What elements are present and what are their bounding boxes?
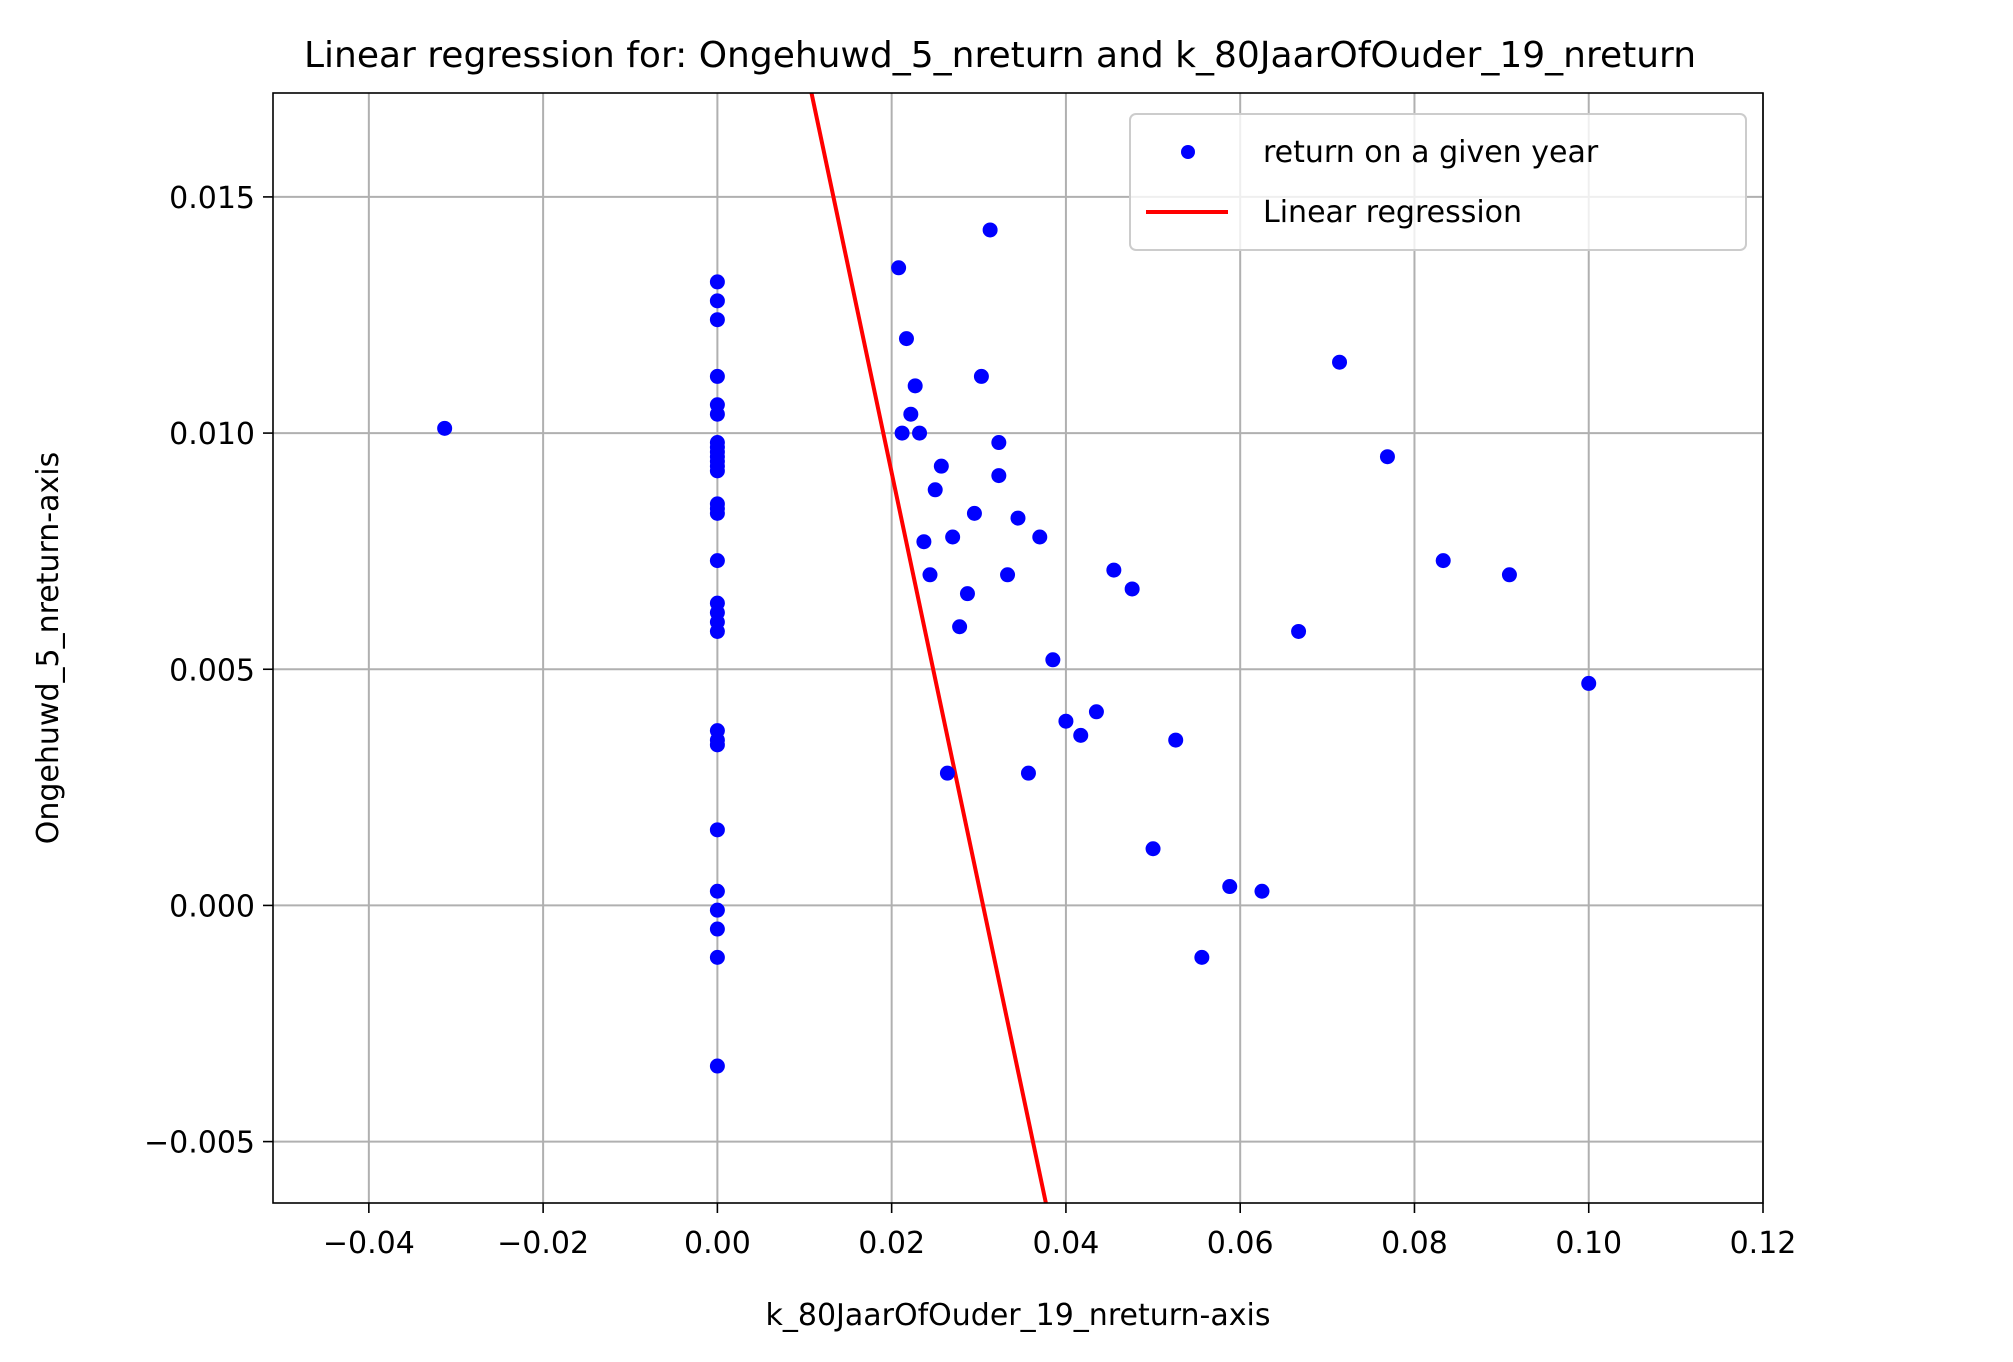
x-tick-label: 0.04: [1033, 1226, 1100, 1261]
scatter-point: [709, 822, 725, 838]
scatter-point: [894, 425, 910, 441]
scatter-point: [709, 505, 725, 521]
legend-marker-scatter: [1181, 145, 1195, 159]
scatter-point: [1501, 567, 1517, 583]
scatter-point: [709, 312, 725, 328]
scatter-point: [959, 586, 975, 602]
x-tick-label: 0.06: [1207, 1226, 1274, 1261]
scatter-point: [1010, 510, 1026, 526]
scatter-point: [912, 425, 928, 441]
scatter-point: [891, 260, 907, 276]
scatter-point: [709, 449, 725, 465]
scatter-point: [709, 921, 725, 937]
scatter-point: [1332, 354, 1348, 370]
x-axis-label: k_80JaarOfOuder_19_nreturn-axis: [766, 1298, 1271, 1333]
x-axis-ticks: −0.04 −0.02 0.00 0.02 0.04 0.06 0.08 0.10 0.12: [323, 1203, 1797, 1261]
y-tick-label: 0.000: [169, 889, 255, 924]
scatter-point: [966, 505, 982, 521]
regression-line: [809, 93, 1048, 1203]
scatter-point: [927, 482, 943, 498]
scatter-point: [973, 368, 989, 384]
scatter-point: [1145, 841, 1161, 857]
y-tick-label: 0.010: [169, 417, 255, 452]
scatter-point: [916, 534, 932, 550]
scatter-point: [709, 406, 725, 422]
scatter-point: [1124, 581, 1140, 597]
regression-series: [809, 93, 1048, 1203]
scatter-point: [1020, 765, 1036, 781]
scatter-point: [1058, 713, 1074, 729]
x-tick-label: 0.02: [858, 1226, 925, 1261]
scatter-point: [1045, 652, 1061, 668]
y-tick-label: 0.005: [169, 653, 255, 688]
scatter-point: [907, 378, 923, 394]
scatter-point: [709, 623, 725, 639]
scatter-point: [709, 553, 725, 569]
scatter-point: [437, 420, 453, 436]
x-tick-label: −0.04: [323, 1226, 415, 1261]
x-tick-label: −0.02: [497, 1226, 589, 1261]
scatter-point: [945, 529, 961, 545]
scatter-point: [1435, 553, 1451, 569]
scatter-point: [709, 902, 725, 918]
plot-frame: [272, 92, 1764, 1204]
y-tick-label: 0.015: [169, 181, 255, 216]
scatter-point: [1088, 704, 1104, 720]
scatter-point: [709, 737, 725, 753]
scatter-series: [437, 222, 1597, 1074]
x-tick-label: 0.12: [1730, 1226, 1797, 1261]
scatter-point: [709, 883, 725, 899]
y-axis-ticks: −0.005 0.000 0.005 0.010 0.015: [144, 181, 273, 1161]
scatter-point: [1168, 732, 1184, 748]
scatter-point: [1106, 562, 1122, 578]
chart-title: Linear regression for: Ongehuwd_5_nretur…: [304, 35, 1696, 76]
scatter-point: [709, 293, 725, 309]
scatter-point: [903, 406, 919, 422]
scatter-point: [1379, 449, 1395, 465]
scatter-point: [1581, 675, 1597, 691]
legend-box: [1129, 113, 1747, 251]
scatter-point: [1032, 529, 1048, 545]
scatter-point: [1222, 879, 1238, 895]
scatter-point: [1254, 883, 1270, 899]
legend: return on a given year Linear regression: [1129, 113, 1747, 251]
scatter-point: [709, 1058, 725, 1074]
y-tick-label: −0.005: [144, 1126, 255, 1161]
scatter-point: [933, 458, 949, 474]
scatter-point: [1194, 949, 1210, 965]
scatter-point: [709, 949, 725, 965]
x-tick-label: 0.00: [684, 1226, 751, 1261]
x-tick-label: 0.08: [1381, 1226, 1448, 1261]
scatter-point: [982, 222, 998, 238]
scatter-point: [991, 468, 1007, 484]
scatter-point: [1073, 727, 1089, 743]
scatter-point: [709, 463, 725, 479]
scatter-point: [898, 331, 914, 347]
scatter-point: [952, 619, 968, 635]
legend-label-regression: Linear regression: [1263, 195, 1522, 230]
x-tick-label: 0.10: [1555, 1226, 1622, 1261]
scatter-point: [922, 567, 938, 583]
scatter-point: [1000, 567, 1016, 583]
scatter-point: [939, 765, 955, 781]
legend-label-scatter: return on a given year: [1263, 135, 1599, 170]
scatter-point: [991, 435, 1007, 451]
y-axis-label: Ongehuwd_5_nreturn-axis: [31, 452, 66, 845]
scatter-point: [1291, 623, 1307, 639]
scatter-point: [709, 274, 725, 290]
scatter-point: [709, 368, 725, 384]
